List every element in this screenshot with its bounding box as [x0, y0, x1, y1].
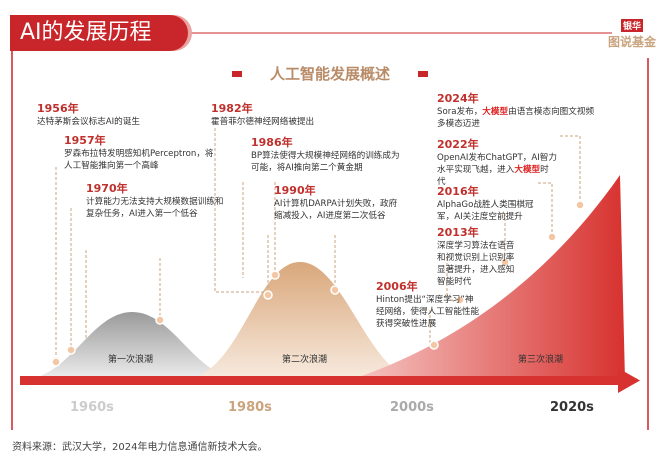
event-2016: 2016年 AlphaGo战胜人类围棋冠军，AI关注度空前提升 [437, 185, 534, 222]
event-1956: 1956年 达特茅斯会议标志AI的诞生 [37, 102, 140, 127]
subtitle: 人工智能发展概述 [269, 65, 390, 83]
wave-2-label: 第二次浪潮 [282, 355, 328, 365]
event-1970: 1970年 计算能力无法支持大规模数据训练和复杂任务，AI进入第一个低谷 [86, 182, 224, 219]
event-1957: 1957年 罗森布拉特发明感知机Perceptron，将人工智能推向第一个高峰 [64, 134, 214, 171]
decade-1960s: 1960s [70, 400, 114, 415]
event-2013: 2013年 深度学习算法在语音和视觉识别上识别率显著提升，进入感知智能时代 [437, 226, 515, 287]
decade-2000s: 2000s [390, 400, 434, 415]
wave-1-label: 第一次浪潮 [108, 355, 154, 365]
decade-1980s: 1980s [228, 400, 272, 415]
logo: 银华 图说基金 [608, 14, 656, 50]
frame-border [11, 50, 649, 430]
subtitle-deco-right [418, 71, 428, 77]
event-1990: 1990年 AI计算机DARPA计划失败，政府缩减投入，AI进度第二次低谷 [274, 184, 398, 221]
wave-3-label: 第三次浪潮 [518, 355, 564, 365]
decade-2020s: 2020s [550, 400, 594, 415]
event-dots [51, 200, 585, 367]
event-2006: 2006年 Hinton提出“深度学习”神经网络，使得人工智能性能获得突破性进展 [376, 280, 480, 329]
connector-lines [55, 128, 581, 362]
event-2022: 2022年 OpenAI发布ChatGPT，AI智力水平实现飞越，进入大模型时代 [437, 138, 557, 187]
timeline-arrow-head [618, 368, 640, 393]
wave-1-shape [20, 312, 245, 380]
source-note: 资料来源：武汉大学，2024年电力信息通信新技术大会。 [12, 442, 268, 453]
event-2024: 2024年 Sora发布，大模型由语言模态向图文视频多模态迈进 [437, 92, 595, 129]
page-title: AI的发展历程 [10, 15, 188, 51]
event-1982: 1982年 霍普菲尔德神经网络被提出 [211, 102, 315, 127]
wave-2-shape [180, 262, 420, 380]
event-1986: 1986年 BP算法使得大规模神经网络的训练成为可能，将AI推向第二个黄金期 [251, 136, 400, 173]
timeline-arrow [20, 376, 620, 385]
wave-3-shape [350, 175, 625, 380]
subtitle-deco-left [232, 71, 242, 77]
